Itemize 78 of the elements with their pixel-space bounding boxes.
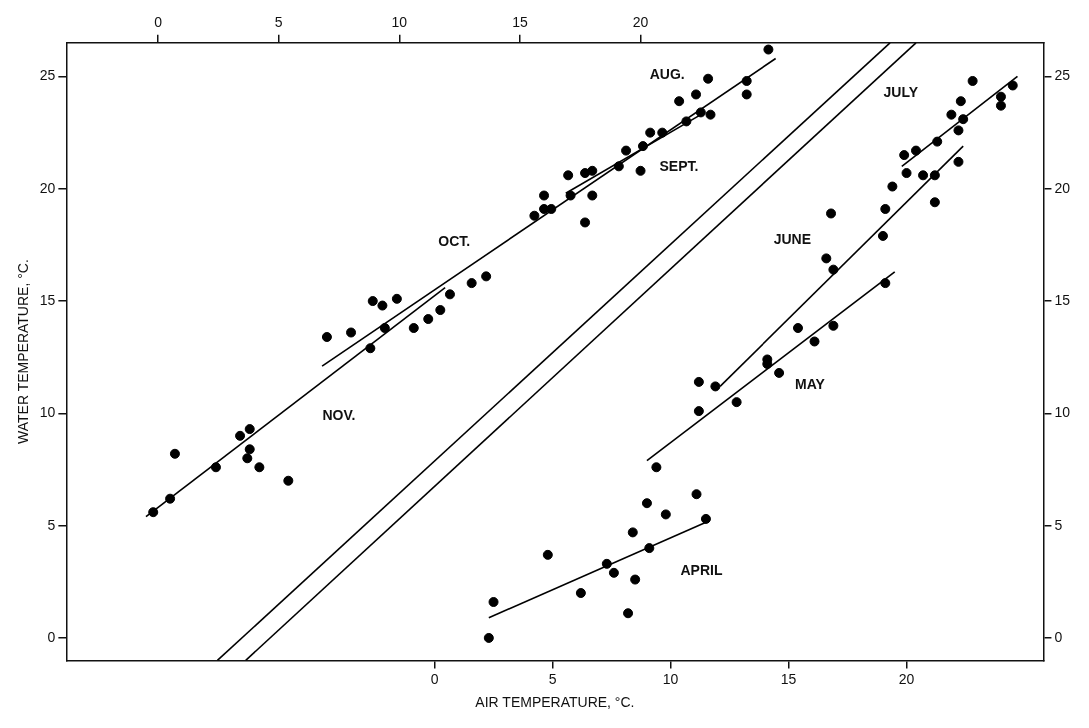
point (880, 278, 891, 289)
point (946, 109, 957, 120)
y-tick-label: 0 (47, 628, 56, 645)
x2-tick-label: 15 (512, 14, 528, 31)
x-tick-label: 20 (898, 670, 915, 687)
point (880, 203, 891, 214)
x-tick-label: 5 (548, 670, 557, 687)
annotation: OCT. (438, 232, 471, 249)
point (828, 320, 839, 331)
point (700, 513, 711, 524)
x-tick-label: 15 (780, 670, 797, 687)
point (710, 381, 721, 392)
x2-tick-label: 10 (391, 14, 408, 31)
point (542, 549, 553, 560)
y2-tick-label: 10 (1054, 404, 1071, 421)
point (608, 567, 619, 578)
point (1007, 80, 1018, 91)
annotation: NOV. (322, 406, 356, 423)
point (627, 527, 638, 538)
annotation: APRIL (680, 562, 723, 579)
y-tick-label: 20 (39, 179, 56, 196)
point (929, 197, 940, 208)
point (953, 125, 964, 136)
point (828, 264, 839, 275)
point (929, 170, 940, 181)
point (693, 376, 704, 387)
point (488, 597, 499, 608)
point (575, 588, 586, 599)
point (901, 168, 912, 179)
point (953, 156, 964, 167)
point (691, 489, 702, 500)
point (623, 608, 634, 619)
point (995, 100, 1006, 111)
y2-tick-label: 5 (1054, 516, 1063, 533)
y2-tick-label: 0 (1054, 628, 1063, 645)
y2-tick-label: 15 (1054, 291, 1071, 308)
annotation: AUG. (649, 66, 685, 83)
y-tick-label: 5 (47, 516, 56, 533)
point (887, 181, 898, 192)
point (809, 336, 820, 347)
annotation: MAY (795, 375, 826, 392)
x2-tick-label: 20 (632, 14, 649, 31)
point (651, 462, 662, 473)
point (731, 397, 742, 408)
point (958, 114, 969, 125)
point (792, 323, 803, 334)
y-axis-title: WATER TEMPERATURE, °C. (15, 259, 32, 444)
y-tick-label: 10 (39, 404, 56, 421)
annotation: JULY (883, 83, 919, 100)
point (877, 230, 888, 241)
point (967, 75, 978, 86)
point (644, 543, 655, 554)
point (955, 96, 966, 107)
point (693, 406, 704, 417)
point (483, 632, 494, 643)
y2-tick-label: 20 (1054, 179, 1071, 196)
point (910, 145, 921, 156)
x2-tick-label: 5 (274, 14, 283, 31)
point (660, 509, 671, 520)
point (774, 367, 785, 378)
point (899, 150, 910, 161)
x-tick-label: 0 (430, 670, 439, 687)
y-tick-label: 25 (39, 67, 56, 84)
annotation: SEPT. (659, 158, 699, 175)
point (918, 170, 929, 181)
point (995, 91, 1006, 102)
x2-tick-label: 0 (154, 14, 163, 31)
point (630, 574, 641, 585)
y-tick-label: 15 (39, 291, 56, 308)
point (826, 208, 837, 219)
x-tick-label: 10 (662, 670, 679, 687)
annotation: JUNE (773, 230, 811, 247)
point (641, 498, 652, 509)
y2-tick-label: 25 (1054, 67, 1071, 84)
point (821, 253, 832, 264)
point (601, 558, 612, 569)
x-axis-title: AIR TEMPERATURE, °C. (475, 694, 635, 711)
point (932, 136, 943, 147)
